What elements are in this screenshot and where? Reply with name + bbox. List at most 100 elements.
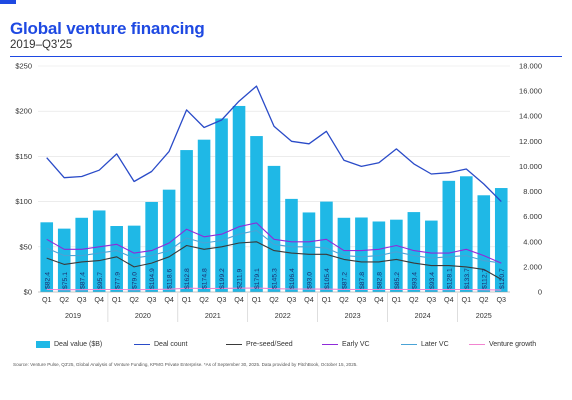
pre-seed-line	[46, 241, 502, 280]
x-year-label: 2019	[65, 311, 81, 320]
deal-value-bar	[127, 225, 141, 292]
x-quarter-label: Q1	[182, 295, 192, 304]
x-quarter-label: Q4	[164, 295, 174, 304]
deal-value-bar	[320, 201, 333, 292]
deal-value-bar	[407, 212, 421, 292]
y-right-tick-label: 16.000	[519, 87, 542, 96]
y-left-tick-label: $0	[24, 288, 32, 297]
deal-value-bar	[110, 226, 123, 292]
bar-value-label: $128.1	[446, 268, 453, 289]
bar-value-label: $79.0	[132, 272, 139, 289]
y-left-tick-label: $50	[19, 242, 32, 251]
top-accent-bar	[0, 0, 16, 4]
legend-swatch-venture-growth	[469, 343, 485, 346]
venture-financing-chart: $0 $50 $100 $150 $200 $250 0 2.000 4.000 6.000 8.0…	[15, 62, 542, 322]
page-title: Global venture financing	[10, 19, 205, 38]
bar-value-label: $77.9	[114, 272, 121, 289]
bar-value-label: $87.4	[79, 272, 86, 289]
x-quarter-label: Q1	[112, 295, 122, 304]
deal-value-bar	[372, 221, 386, 292]
deal-value-bar	[162, 189, 176, 292]
deal-value-bar	[232, 105, 246, 292]
legend-label-deal-count: Deal count	[154, 341, 188, 348]
y-left-tick-label: $250	[15, 62, 32, 71]
x-quarter-label: Q2	[479, 295, 489, 304]
page-subtitle: 2019–Q3'25	[10, 39, 73, 51]
x-quarter-label: Q3	[427, 295, 437, 304]
x-quarter-label: Q2	[129, 295, 139, 304]
x-quarter-label: Q1	[392, 295, 402, 304]
bar-value-label: $93.4	[411, 272, 418, 289]
bar-value-label: $162.8	[184, 268, 191, 289]
bar-value-label: $75.1	[62, 272, 69, 289]
x-quarter-label: Q4	[374, 295, 384, 304]
legend-label-venture-growth: Venture growth	[489, 341, 537, 348]
deal-value-bar	[425, 220, 438, 292]
y-left-tick-label: $100	[15, 197, 32, 206]
x-quarter-label: Q1	[42, 295, 52, 304]
x-quarter-label: Q2	[59, 295, 69, 304]
deal-value-bar	[40, 222, 54, 292]
legend-item-deal-value: Deal value ($B)	[36, 341, 102, 348]
bar-value-label: $120.7	[499, 268, 506, 289]
deal-value-bar	[57, 228, 71, 292]
early-vc-line	[46, 222, 502, 264]
deal-value-bar	[390, 219, 403, 292]
legend-swatch-deal-count	[134, 343, 150, 346]
deal-value-bar	[442, 180, 456, 292]
y-right-tick-label: 12.000	[519, 137, 542, 146]
x-year-label: 2023	[345, 311, 361, 320]
x-quarter-label: Q3	[217, 295, 227, 304]
deal-value-bar	[355, 217, 368, 292]
y-left-tick-label: $150	[15, 152, 32, 161]
bar-value-label: $112.7	[481, 268, 488, 289]
deal-value-bar	[494, 188, 508, 292]
title-divider	[10, 56, 562, 57]
bar-value-label: $87.8	[359, 272, 366, 289]
y-left-tick-label: $200	[15, 107, 32, 116]
bar-value-label: $95.7	[97, 272, 104, 289]
y-right-tick-label: 4.000	[523, 237, 542, 246]
x-quarter-label: Q2	[409, 295, 419, 304]
y-right-tick-label: 14.000	[519, 112, 542, 121]
legend-label-early-vc: Early VC	[342, 341, 370, 348]
x-year-label: 2021	[205, 311, 221, 320]
bar-value-label: $87.2	[342, 272, 349, 289]
x-quarter-label: Q3	[287, 295, 297, 304]
bar-value-label: $133.7	[464, 268, 471, 289]
deal-value-bar	[215, 118, 228, 292]
legend-item-venture-growth: Venture growth	[469, 341, 536, 348]
legend-swatch-early-vc	[322, 343, 338, 346]
bar-value-label: $145.3	[272, 268, 279, 289]
venture-growth-line	[46, 287, 502, 291]
deal-value-bar	[477, 195, 491, 292]
deal-value-bar	[267, 165, 281, 292]
y-right-tick-label: 18.000	[519, 62, 542, 71]
deal-value-bar	[302, 212, 316, 292]
x-quarter-label: Q2	[199, 295, 209, 304]
deal-value-bar	[92, 210, 106, 292]
legend-swatch-deal-value	[36, 341, 50, 348]
bar-value-label: $85.2	[394, 272, 401, 289]
legend-item-deal-count: Deal count	[134, 341, 187, 348]
deal-count-line	[46, 85, 502, 203]
bar-value-label: $93.4	[429, 272, 436, 289]
y-right-tick-label: 0	[538, 288, 542, 297]
bar-value-label: $82.4	[44, 272, 51, 289]
deal-value-bar	[337, 217, 351, 292]
x-year-label: 2025	[476, 311, 492, 320]
legend-item-pre-seed: Pre-seed/Seed	[226, 341, 293, 348]
x-year-label: 2020	[135, 311, 151, 320]
legend-swatch-later-vc	[401, 343, 417, 346]
deal-value-bar	[145, 201, 158, 292]
x-quarter-label: Q1	[461, 295, 471, 304]
deal-value-bar	[285, 198, 298, 292]
x-quarter-label: Q3	[496, 295, 506, 304]
bar-value-label: $199.2	[219, 268, 226, 289]
x-quarter-label: Q1	[322, 295, 332, 304]
x-quarter-label: Q4	[444, 295, 454, 304]
x-year-label: 2022	[275, 311, 291, 320]
x-quarter-label: Q4	[304, 295, 314, 304]
source-note: Source: Venture Pulse, Q3'25, Global Ana…	[13, 362, 358, 367]
legend-label-pre-seed: Pre-seed/Seed	[246, 341, 293, 348]
